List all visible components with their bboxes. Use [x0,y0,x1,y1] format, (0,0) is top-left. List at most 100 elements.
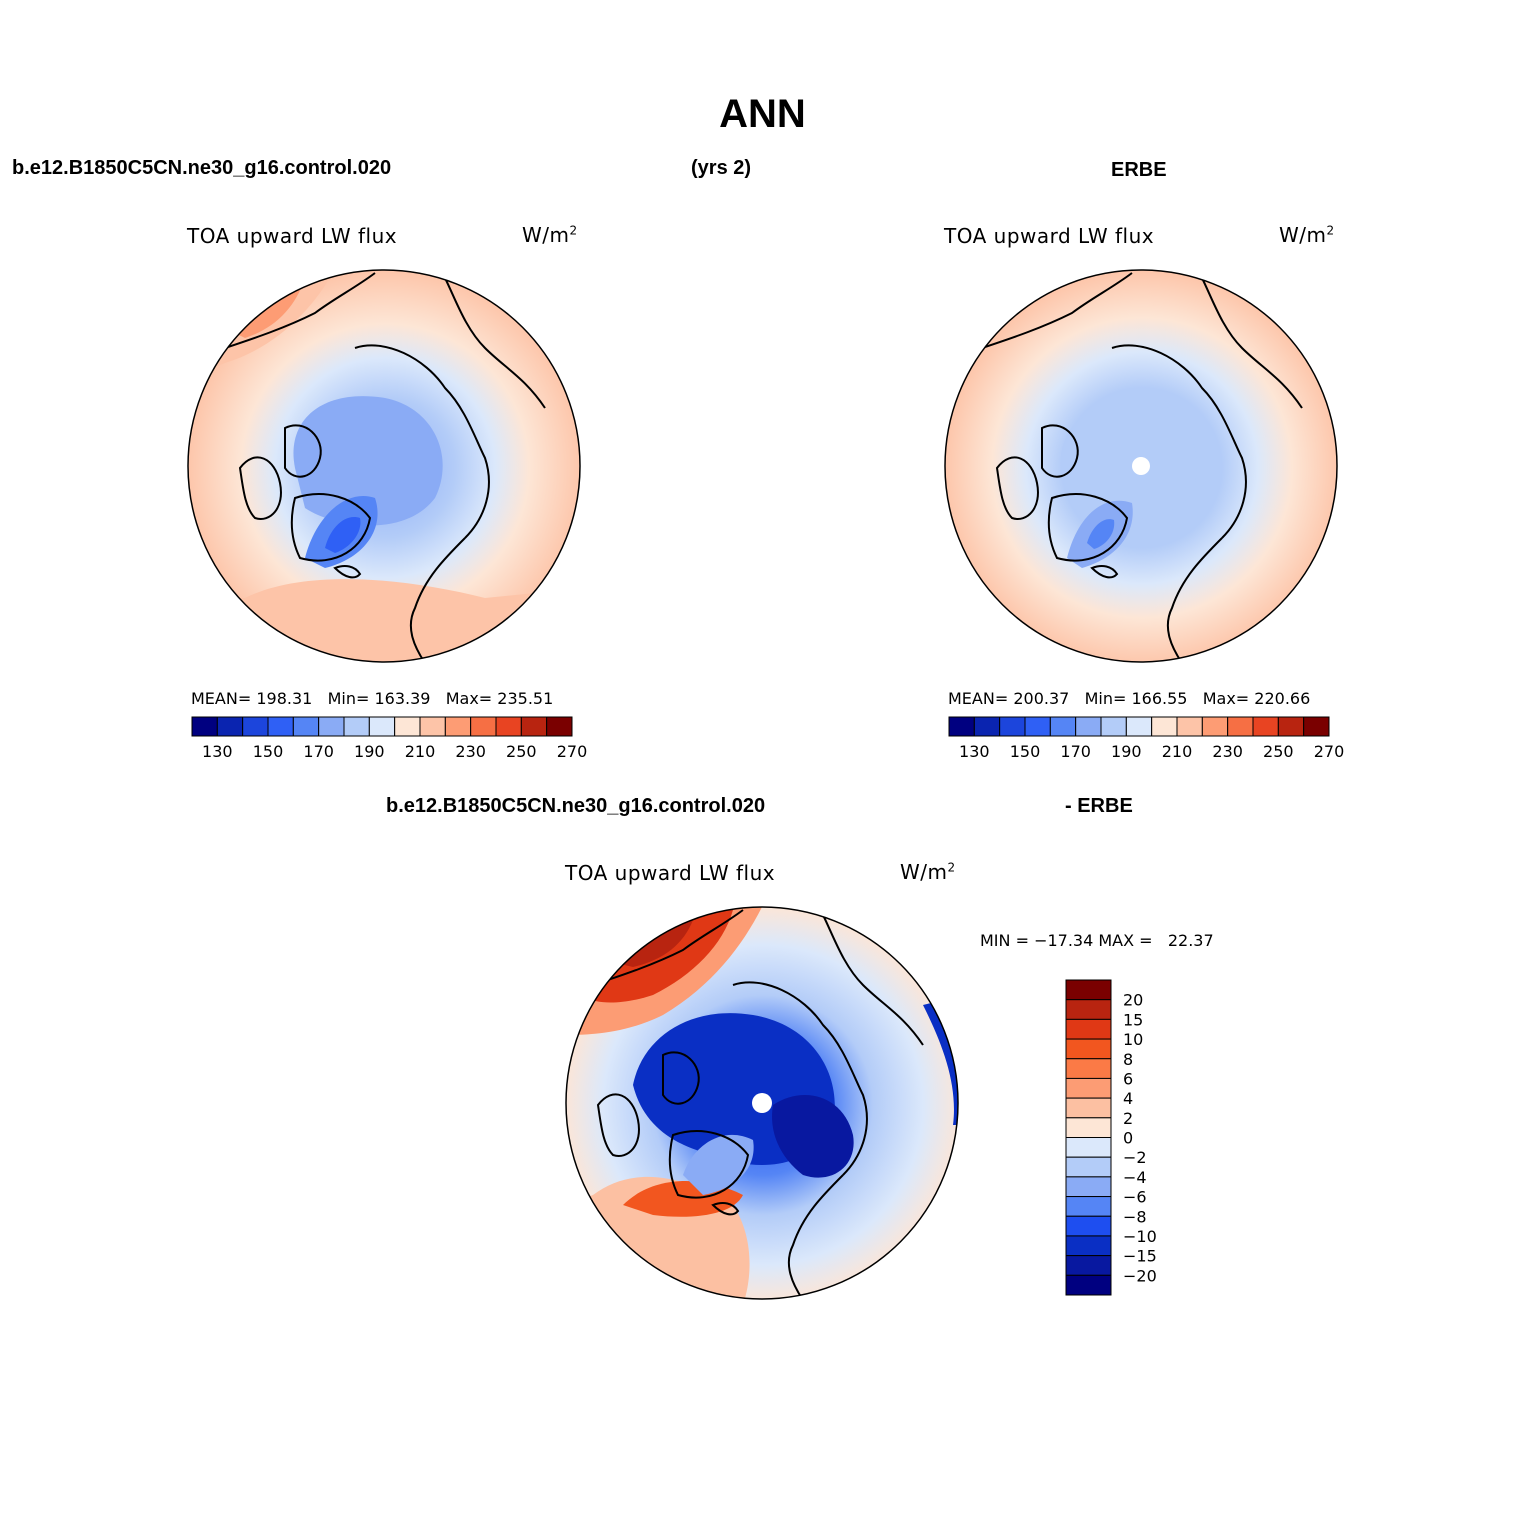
min-label: Min= [1084,689,1127,708]
colorbar-tick-label: −15 [1123,1247,1157,1266]
colorbar-tick-label: 250 [1263,742,1294,761]
obs-header: ERBE [1111,159,1167,181]
colorbar-box [1065,1255,1112,1276]
panel-model-variable: TOA upward LW flux [187,224,398,248]
colorbar-tick-label: 170 [1060,742,1091,761]
colorbar-box [520,716,548,737]
colorbar-box [1065,1117,1112,1138]
colorbar-box [1151,716,1178,737]
colorbar-box [318,716,345,737]
colorbar-box [1065,1156,1112,1178]
panel-diff-variable: TOA upward LW flux [565,861,776,885]
colorbar-box [495,716,522,737]
colorbar-box [1065,1097,1112,1119]
map-difference-border [565,906,959,1300]
colorbar-box [1024,716,1051,737]
panel-model-stats: MEAN= 198.31 Min= 163.39 Max= 235.51 [191,689,553,708]
colorbar-box [1277,716,1305,737]
min-value: 163.39 [374,689,431,708]
map-model-border [187,269,581,663]
colorbar-tick-label: 170 [303,742,334,761]
colorbar-tick-label: 20 [1123,991,1143,1010]
colorbar-tick-label: 150 [1010,742,1041,761]
figure-title: ANN [719,92,806,136]
pole-gap [1132,457,1150,475]
units-text: W/m [900,860,948,884]
colorbar-tick-label: 10 [1123,1030,1143,1049]
mean-value: 198.31 [256,689,313,708]
panel-diff-minmax: MIN = −17.34 MAX = 22.37 [980,931,1214,950]
units-exponent: 2 [947,860,956,875]
units-exponent: 2 [569,223,578,238]
map-erbe-arctic-low [1060,402,1197,520]
colorbar-tick-label: 250 [506,742,537,761]
colorbar-box [292,716,320,737]
model-case-header: b.e12.B1850C5CN.ne30_g16.control.020 [12,157,392,179]
colorbar-box [1065,1176,1112,1198]
colorbar-box [1065,1196,1112,1217]
colorbar-box [1252,716,1279,737]
colorbar-box [470,716,497,737]
panel-erbe-stats: MEAN= 200.37 Min= 166.55 Max= 220.66 [948,689,1310,708]
colorbar-box [191,716,218,737]
max-label: Max= [445,689,493,708]
panel-model-units: W/m2 [522,223,578,247]
min-label: Min= [327,689,370,708]
colorbar-box [216,716,244,737]
colorbar-model: 130 150 170 190 210 230 250 270 [191,716,587,761]
colorbar-box [999,716,1026,737]
colorbar-tick-label: −2 [1123,1148,1147,1167]
map-model-coastlines [224,272,546,662]
colorbar-box [1065,1077,1112,1099]
colorbar-tick-label: 130 [202,742,233,761]
mean-label: MEAN= [191,689,252,708]
colorbar-tick-label: 4 [1123,1089,1133,1108]
colorbar-box [242,716,269,737]
map-model-greenland-core [325,517,361,553]
colorbar-box [1065,1274,1112,1296]
colorbar-box [1065,999,1112,1020]
map-model-arctic-low [293,396,443,526]
colorbar-box [1065,1235,1112,1257]
colorbar-tick-label: −10 [1123,1227,1157,1246]
colorbar-tick-label: −6 [1123,1188,1147,1207]
colorbar-box [1125,716,1153,737]
colorbar-tick-label: 230 [455,742,486,761]
colorbar-box [1065,979,1112,1001]
colorbar-box [1065,1137,1112,1158]
colorbar-erbe: 130 150 170 190 210 230 250 270 [948,716,1344,761]
pole-gap [752,1093,772,1113]
max-value: 235.51 [497,689,554,708]
map-difference [565,906,959,1300]
colorbar-tick-label: 190 [1111,742,1142,761]
colorbar-box [368,716,396,737]
max-value: 220.66 [1254,689,1311,708]
colorbar-box [419,716,446,737]
years-header: (yrs 2) [691,157,752,179]
colorbar-tick-label: 270 [1314,742,1345,761]
colorbar-box [948,716,975,737]
min-value: 166.55 [1131,689,1188,708]
colorbar-box [1049,716,1077,737]
map-erbe [944,269,1338,663]
units-text: W/m [1279,223,1327,247]
units-exponent: 2 [1326,223,1335,238]
colorbar-box [1227,716,1254,737]
colorbar-box [1303,716,1330,737]
diff-case-header: b.e12.B1850C5CN.ne30_g16.control.020 [386,795,766,817]
colorbar-box [444,716,472,737]
colorbar-tick-label: 210 [405,742,436,761]
colorbar-tick-label: 230 [1212,742,1243,761]
colorbar-tick-label: 0 [1123,1129,1133,1148]
map-erbe-greenland-core [1087,519,1115,549]
colorbar-box [343,716,370,737]
colorbar-box [546,716,573,737]
colorbar-box [1176,716,1203,737]
colorbar-box [267,716,294,737]
colorbar-tick-label: 15 [1123,1010,1143,1029]
colorbar-tick-label: 8 [1123,1050,1133,1069]
map-erbe-border [944,269,1338,663]
colorbar-tick-label: −20 [1123,1266,1157,1285]
colorbar-tick-label: 210 [1162,742,1193,761]
